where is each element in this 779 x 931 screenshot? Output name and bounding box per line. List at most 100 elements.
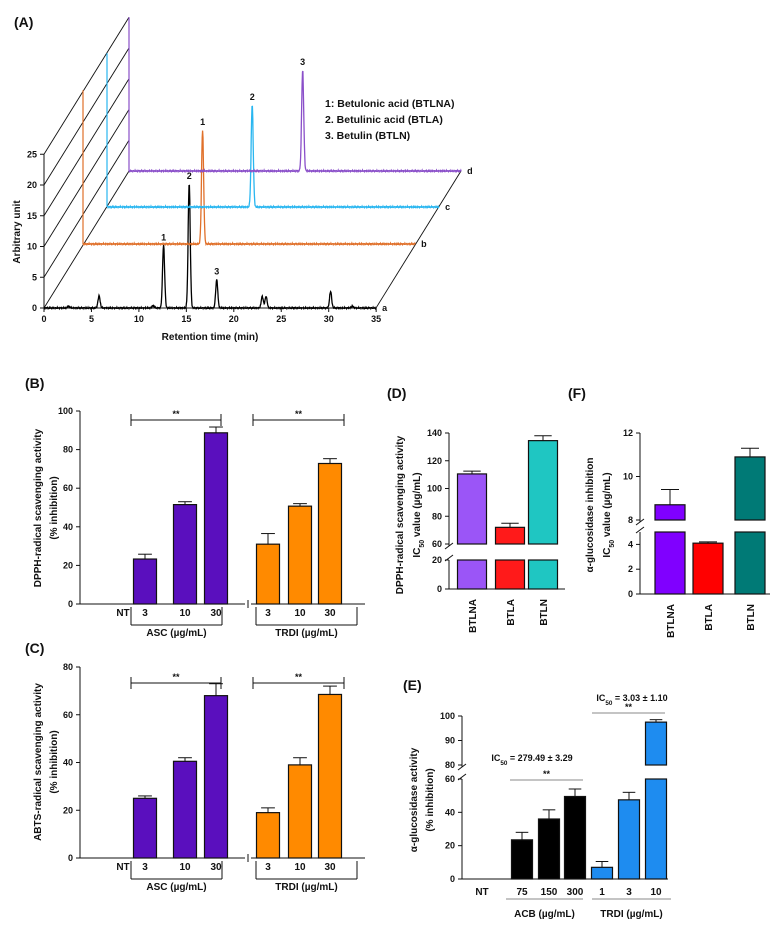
bar [172,760,198,859]
y-tick-label: 20 [27,180,37,190]
depth-gridline [43,78,130,216]
group-label: TRDI (µg/mL) [275,882,337,893]
y-axis-title-rest: value (µg/mL) [412,472,423,539]
x-tick-label: 25 [276,314,286,324]
y-axis-title: IC50 value (µg/mL) [602,472,616,557]
x-tick-label: 5 [89,314,94,324]
bar [203,432,229,605]
bar [537,818,561,880]
category-label: 30 [210,862,222,873]
panel-label: (C) [25,640,44,656]
y-tick-label: 20 [432,555,442,565]
y-tick-label: 60 [432,539,442,549]
y-tick-label: 100 [58,406,73,416]
group-label: ASC (µg/mL) [146,882,206,893]
trace-label-b: b [421,239,427,249]
y-tick-label: 0 [68,599,73,609]
category-label: 3 [626,887,632,898]
group-label: ASC (µg/mL) [146,628,206,639]
category-label-nt: NT [116,862,129,873]
y-axis-title-subscript: 50 [419,540,426,548]
y-tick-label: 20 [63,805,73,815]
trace-label-c: c [445,202,450,212]
axis-break-mark [635,526,645,534]
x-tick-label: 10 [134,314,144,324]
category-label: 10 [179,608,191,619]
bar [563,795,587,880]
y-axis-title: Arbitrary unit [12,200,23,264]
bar [317,693,343,859]
y-tick-label: 10 [27,242,37,252]
bar [527,440,559,545]
y-axis-title: (% inhibition) [49,476,60,539]
category-label: 10 [294,862,306,873]
category-label: 10 [650,887,662,898]
y-tick-label: 100 [427,484,442,494]
category-label-nt: NT [475,887,488,898]
axis-break-mark [457,763,467,771]
category-label-nt: NT [116,608,129,619]
y-axis-title: α-glucosidase activity [409,747,420,852]
category-label: BTLN [746,604,757,631]
y-tick-label: 5 [32,272,37,282]
category-label: 3 [142,862,148,873]
group-label: ACB (µg/mL) [514,909,575,920]
y-axis-title-subscript: 50 [609,540,616,548]
significance-marker: ** [625,702,633,712]
category-label: 30 [210,608,222,619]
bar [654,531,686,595]
category-label: 3 [142,608,148,619]
trace-label-d: d [467,166,473,176]
legend-entry: 1: Betulonic acid (BTLNA) [325,98,455,110]
y-tick-label: 0 [68,853,73,863]
y-tick-label: 80 [63,445,73,455]
bar [692,542,724,595]
panel-label: (B) [25,375,44,391]
trace-label-a: a [382,303,388,313]
ic50-annotation: IC50 = 279.49 ± 3.29 [491,753,572,767]
axis-break-mark [444,542,454,550]
y-tick-label: 40 [63,758,73,768]
y-tick-label: 120 [427,456,442,466]
category-label: BTLN [539,599,550,626]
bar [644,778,668,880]
panel-label-a: (A) [14,14,33,30]
chromatogram-trace-a [43,184,377,311]
bar [510,839,534,880]
peak-label: 3 [300,57,305,67]
y-axis-title: ABTS-radical scavenging activity [33,683,44,841]
y-tick-label: 20 [445,841,455,851]
y-axis-title: DPPH-radical scavenging activity [395,435,406,594]
bar [734,456,766,521]
peak-label: 1 [200,117,205,127]
x-tick-label: 30 [324,314,334,324]
y-tick-label: 40 [63,522,73,532]
depth-gridline [43,17,130,155]
y-tick-label: 20 [63,560,73,570]
y-axis-title-main: IC [602,548,613,558]
bar [287,505,313,605]
bar [255,812,281,859]
y-tick-label: 25 [27,149,37,159]
category-label: 300 [567,887,584,898]
significance-marker: ** [172,409,180,419]
y-tick-label: 2 [628,564,633,574]
x-tick-label: 20 [229,314,239,324]
ic50-annotation-main: IC [596,693,606,703]
bar [527,559,559,590]
peak-label: 2 [250,92,255,102]
bar [203,695,229,859]
peak-label: 3 [214,267,219,277]
x-tick-label: 35 [371,314,381,324]
chromatogram-trace-c [106,105,440,210]
y-tick-label: 15 [27,211,37,221]
y-tick-label: 100 [440,711,455,721]
y-tick-label: 0 [32,303,37,313]
y-axis-title: DPPH-radical scavenging activity [33,428,44,587]
category-label: 150 [541,887,558,898]
bar [172,504,198,605]
y-tick-label: 80 [63,662,73,672]
y-tick-label: 80 [445,760,455,770]
ic50-annotation-rest: = 279.49 ± 3.29 [507,753,572,763]
chromatogram-trace-d [128,70,462,174]
